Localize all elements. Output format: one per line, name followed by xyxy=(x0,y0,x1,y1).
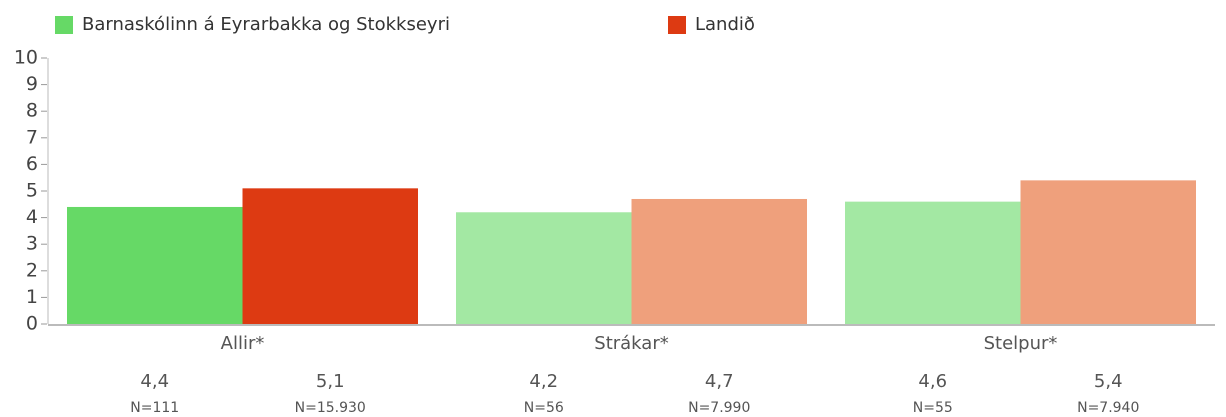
bar xyxy=(67,206,243,324)
y-tick-label: 4 xyxy=(26,206,38,228)
value-label: 4,7 xyxy=(705,371,734,392)
value-label: 4,4 xyxy=(140,371,169,392)
value-label: 5,4 xyxy=(1094,371,1123,392)
x-tick-label: Stelpur* xyxy=(984,333,1058,354)
value-label: 5,1 xyxy=(316,371,345,392)
n-label: N=7.940 xyxy=(1077,400,1139,416)
y-tick-label: 5 xyxy=(26,180,38,202)
y-tick-label: 9 xyxy=(26,73,38,95)
legend-swatch xyxy=(55,16,73,34)
legend-label: Landið xyxy=(695,14,755,35)
x-tick-label: Allir* xyxy=(221,333,265,354)
y-tick-label: 7 xyxy=(26,126,38,148)
n-label: N=15.930 xyxy=(295,400,366,416)
value-label: 4,6 xyxy=(918,371,947,392)
y-tick-label: 6 xyxy=(26,153,38,175)
x-tick-label: Strákar* xyxy=(594,333,668,354)
value-label: 4,2 xyxy=(529,371,558,392)
bar xyxy=(845,201,1021,324)
y-tick-label: 2 xyxy=(26,259,38,281)
legend-label: Barnaskólinn á Eyrarbakka og Stokkseyri xyxy=(82,14,450,35)
bar xyxy=(631,198,807,324)
n-label: N=55 xyxy=(913,400,953,416)
bar xyxy=(456,212,632,324)
n-label: N=111 xyxy=(130,400,179,416)
y-tick-label: 10 xyxy=(14,47,38,69)
legend-swatch xyxy=(668,16,686,34)
y-tick-label: 0 xyxy=(26,313,38,335)
n-label: N=56 xyxy=(524,400,564,416)
y-tick-label: 3 xyxy=(26,233,38,255)
y-tick-label: 8 xyxy=(26,100,38,122)
bar xyxy=(1020,180,1196,324)
bar xyxy=(242,188,418,324)
y-tick-label: 1 xyxy=(26,286,38,308)
n-label: N=7.990 xyxy=(688,400,750,416)
